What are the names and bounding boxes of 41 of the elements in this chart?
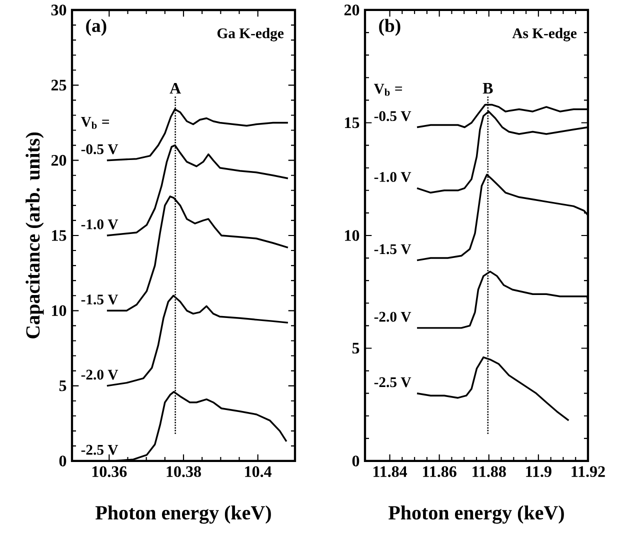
x-axis-title: Photon energy (keV) (96, 505, 271, 524)
y-axis-title: Capacitance (arb. units) (26, 132, 44, 338)
y-tick-label: 5 (59, 380, 66, 392)
legend-label: -1.0 V (374, 172, 412, 182)
y-tick-label: 10 (52, 305, 66, 316)
y-tick-label: 15 (52, 230, 66, 241)
annotation: Ga K-edge (217, 28, 284, 42)
y-tick-label: 0 (352, 456, 360, 466)
y-tick-label: 20 (51, 154, 66, 166)
y-tick-label: 30 (51, 4, 66, 16)
y-tick-label: 0 (59, 456, 66, 466)
legend-label: -0.5 V (374, 111, 412, 122)
x-tick-label: 10.4 (245, 466, 272, 478)
x-tick-label: 11.88 (472, 466, 506, 478)
y-tick-label: 15 (345, 117, 360, 128)
y-tick-label: 20 (344, 4, 360, 16)
legend-label: -2.0 V (374, 312, 412, 322)
ref-line-label: A (170, 82, 181, 94)
y-tick-label: 5 (352, 342, 360, 354)
legend-label: -1.5 V (81, 294, 118, 305)
y-tick-label: 25 (51, 80, 66, 91)
legend-label: -0.5 V (81, 144, 118, 154)
x-tick-label: 11.9 (526, 466, 552, 478)
annotation: (a) (86, 18, 106, 36)
y-tick-label: 10 (345, 230, 360, 241)
ref-line-label: B (482, 83, 493, 94)
x-tick-label: 11.86 (423, 466, 456, 478)
legend-title: V$_{b}$ = (80, 116, 109, 129)
legend-label: -2.5 V (81, 444, 118, 455)
annotation: (b) (379, 18, 400, 36)
x-tick-label: 10.36 (92, 466, 127, 478)
x-tick-label: 11.92 (572, 466, 605, 478)
legend-label: -2.0 V (81, 370, 118, 380)
legend-label: -2.5 V (374, 377, 412, 388)
x-tick-label: 11.84 (373, 466, 408, 478)
x-tick-label: 10.38 (166, 466, 201, 478)
legend-label: -1.0 V (81, 219, 118, 230)
legend-title: V$_{b}$ = (374, 84, 402, 96)
annotation: As K-edge (512, 28, 577, 42)
x-axis-title: Photon energy (keV) (388, 505, 564, 524)
legend-label: -1.5 V (374, 244, 412, 254)
